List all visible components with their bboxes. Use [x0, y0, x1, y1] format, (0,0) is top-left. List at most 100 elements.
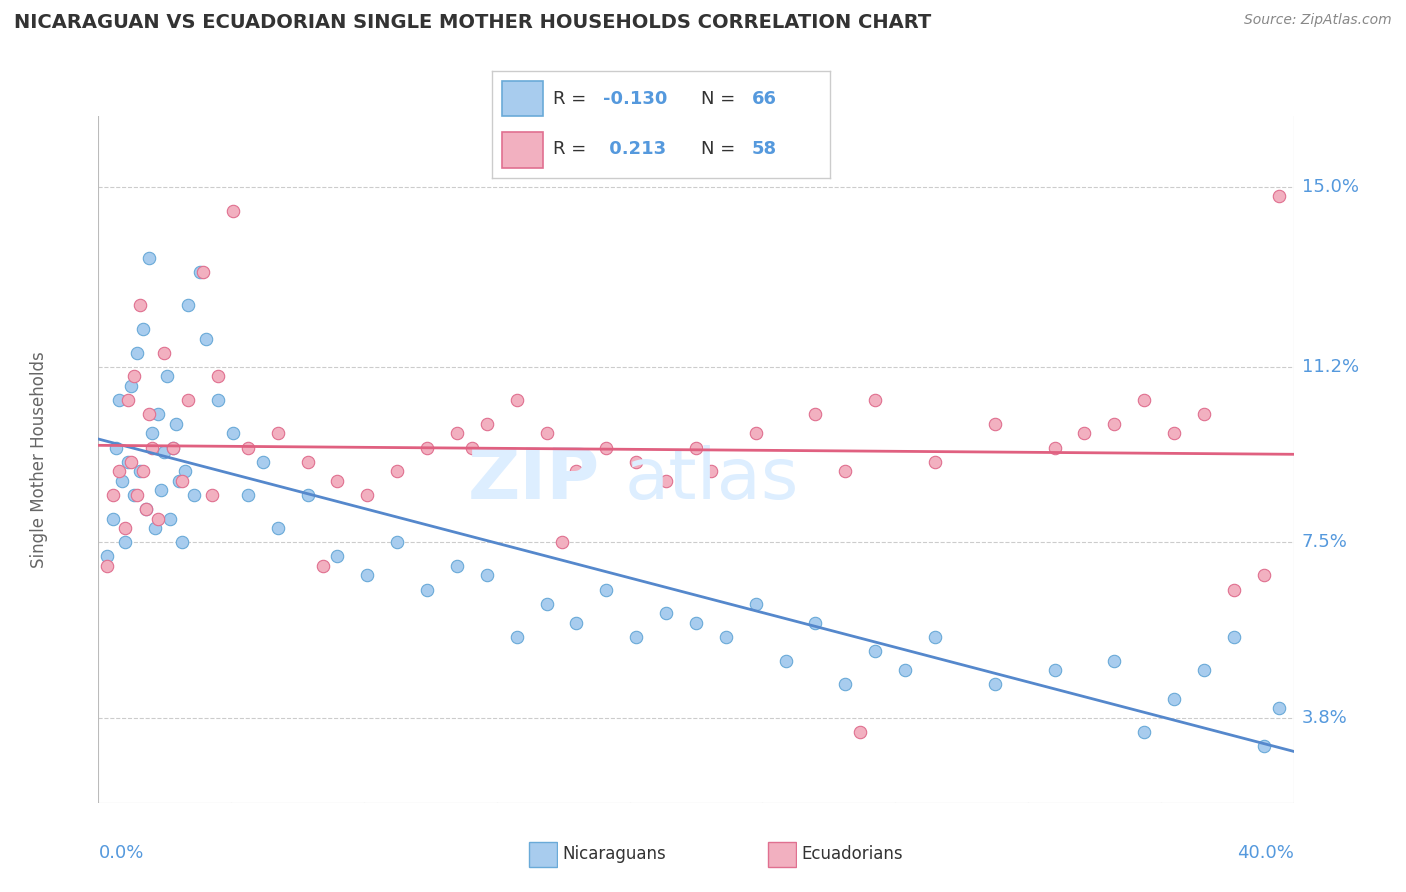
Point: [1267, 701, 1289, 715]
Point: [745, 597, 768, 611]
Point: [222, 203, 245, 218]
Point: [111, 474, 134, 488]
Point: [124, 369, 146, 384]
Point: [326, 474, 349, 488]
Point: [156, 369, 179, 384]
Point: [191, 265, 214, 279]
Point: [565, 464, 588, 478]
Point: [103, 511, 125, 525]
Point: [536, 426, 558, 441]
Point: [1043, 663, 1066, 677]
Point: [983, 677, 1005, 691]
Point: [177, 298, 200, 312]
Point: [1253, 739, 1275, 753]
Text: 0.213: 0.213: [603, 141, 666, 159]
Point: [183, 488, 205, 502]
Point: [103, 488, 125, 502]
Point: [326, 549, 349, 564]
Point: [863, 644, 886, 658]
Point: [550, 535, 572, 549]
Text: 3.8%: 3.8%: [1302, 708, 1347, 727]
Point: [804, 615, 827, 630]
Point: [446, 558, 468, 573]
Point: [311, 558, 333, 573]
Point: [135, 502, 157, 516]
Point: [1192, 408, 1215, 422]
Text: Source: ZipAtlas.com: Source: ZipAtlas.com: [1244, 13, 1392, 28]
Point: [475, 568, 498, 582]
Point: [624, 630, 647, 644]
Point: [207, 393, 229, 408]
Text: Single Mother Households: Single Mother Households: [30, 351, 48, 567]
Point: [162, 441, 184, 455]
Point: [124, 488, 146, 502]
Point: [595, 582, 617, 597]
Point: [153, 346, 176, 360]
Point: [267, 521, 290, 535]
Point: [297, 455, 319, 469]
Point: [108, 464, 131, 478]
Text: atlas: atlas: [624, 445, 799, 515]
Text: Nicaraguans: Nicaraguans: [562, 845, 666, 863]
Point: [127, 346, 149, 360]
Point: [188, 265, 211, 279]
Point: [174, 464, 197, 478]
Point: [132, 464, 155, 478]
Point: [1102, 417, 1125, 431]
Point: [924, 630, 946, 644]
Point: [167, 474, 190, 488]
Text: -0.130: -0.130: [603, 90, 668, 108]
Point: [132, 322, 155, 336]
Point: [714, 630, 737, 644]
Point: [267, 426, 290, 441]
Point: [96, 549, 118, 564]
Point: [506, 393, 529, 408]
Point: [141, 426, 163, 441]
Point: [236, 488, 259, 502]
Point: [114, 535, 136, 549]
Point: [172, 535, 194, 549]
Point: [105, 441, 128, 455]
Point: [127, 488, 149, 502]
Text: 40.0%: 40.0%: [1237, 844, 1294, 862]
Point: [1163, 691, 1185, 706]
Point: [177, 393, 200, 408]
Point: [150, 483, 173, 498]
Point: [172, 474, 194, 488]
Point: [385, 535, 409, 549]
Point: [685, 441, 707, 455]
Point: [207, 369, 229, 384]
Text: 7.5%: 7.5%: [1302, 533, 1348, 551]
Point: [194, 332, 218, 346]
Point: [356, 488, 378, 502]
Point: [894, 663, 917, 677]
Point: [141, 441, 163, 455]
Point: [252, 455, 274, 469]
Point: [446, 426, 468, 441]
Point: [655, 607, 678, 621]
Point: [165, 417, 187, 431]
Point: [138, 251, 160, 265]
Point: [745, 426, 768, 441]
Bar: [768, 842, 796, 867]
Point: [222, 426, 245, 441]
Point: [1192, 663, 1215, 677]
Point: [461, 441, 484, 455]
Point: [143, 521, 166, 535]
Text: 58: 58: [752, 141, 778, 159]
Point: [120, 379, 142, 393]
Point: [159, 511, 181, 525]
Point: [129, 298, 152, 312]
Point: [536, 597, 558, 611]
Point: [565, 615, 588, 630]
Point: [148, 408, 170, 422]
Bar: [502, 132, 543, 168]
Point: [148, 511, 170, 525]
Text: R =: R =: [553, 90, 592, 108]
Point: [475, 417, 498, 431]
Point: [1267, 189, 1289, 203]
Point: [1222, 582, 1246, 597]
Point: [1253, 568, 1275, 582]
Point: [506, 630, 529, 644]
Point: [1163, 426, 1185, 441]
